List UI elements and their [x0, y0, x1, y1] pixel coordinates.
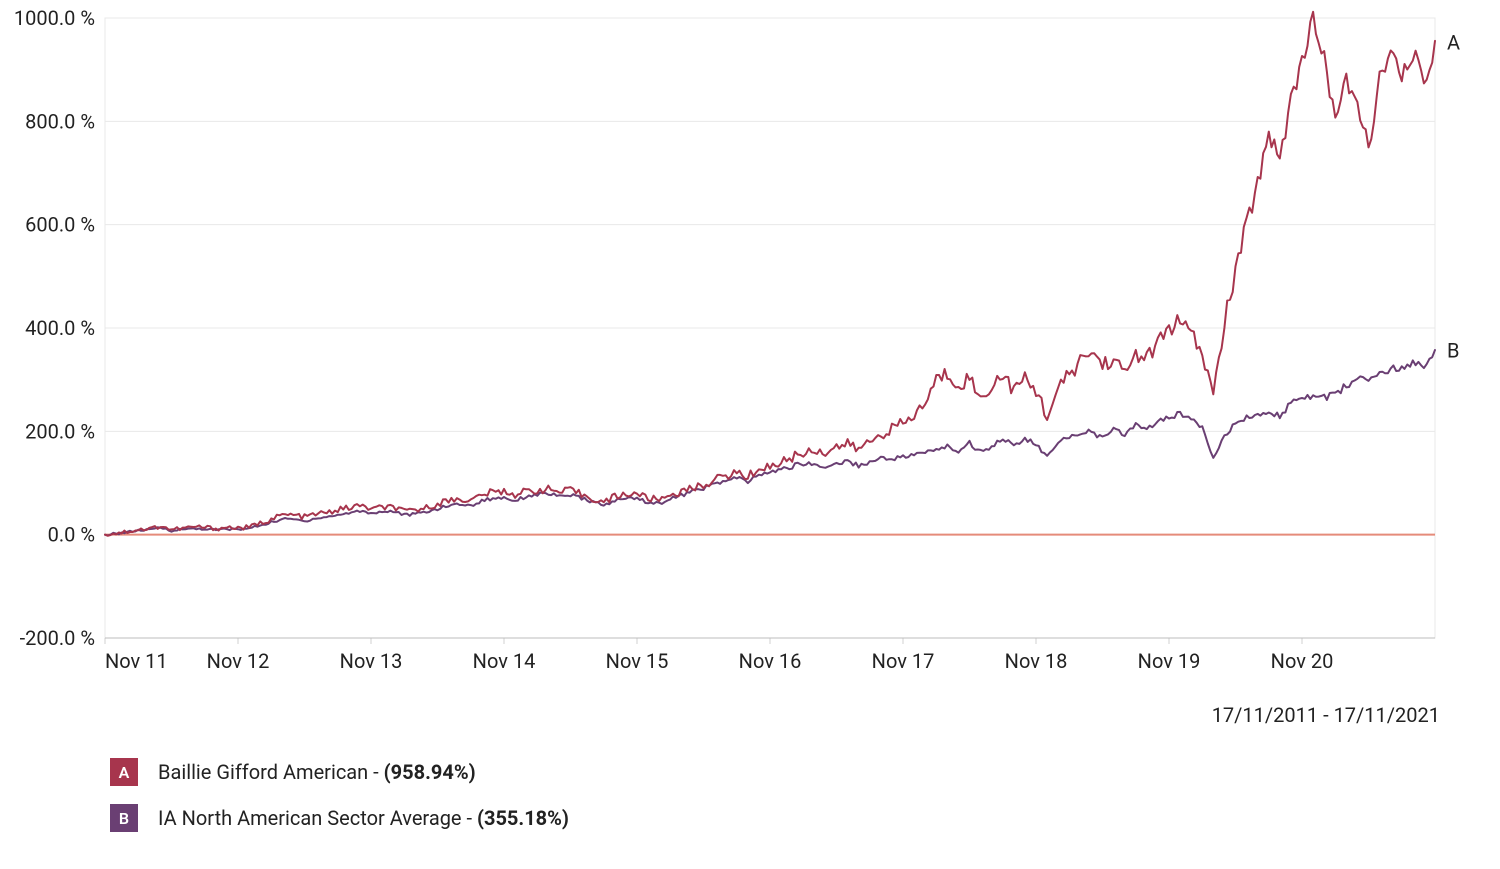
series-end-label-a: A — [1447, 30, 1460, 54]
date-range-label: 17/11/2011 - 17/11/2021 — [1212, 703, 1440, 727]
x-tick-label: Nov 14 — [473, 649, 536, 673]
x-tick-label: Nov 13 — [340, 649, 403, 673]
x-tick-label: Nov 12 — [207, 649, 270, 673]
y-tick-label: 800.0 % — [25, 109, 95, 133]
legend: A Baillie Gifford American - (958.94%) B… — [110, 758, 569, 850]
x-tick-label: Nov 18 — [1005, 649, 1068, 673]
y-tick-label: 600.0 % — [25, 213, 95, 237]
legend-pct-b: (355.18%) — [477, 806, 569, 830]
series-end-label-b: B — [1447, 338, 1459, 362]
legend-text-a: Baillie Gifford American - (958.94%) — [158, 760, 476, 784]
y-tick-label: 0.0 % — [48, 523, 95, 547]
x-tick-label: Nov 19 — [1138, 649, 1201, 673]
y-tick-label: -200.0 % — [20, 626, 95, 650]
legend-swatch-b: B — [110, 804, 138, 832]
performance-chart: -200.0 % 0.0 % 200.0 % 400.0 % 600.0 % 800.0 … — [0, 0, 1500, 869]
y-tick-label: 400.0 % — [25, 316, 95, 340]
x-tick-label: Nov 16 — [739, 649, 802, 673]
legend-item-b: B IA North American Sector Average - (35… — [110, 804, 569, 832]
x-tick-label: Nov 11 — [105, 649, 168, 673]
legend-text-b: IA North American Sector Average - (355.… — [158, 806, 569, 830]
y-tick-label: 200.0 % — [25, 419, 95, 443]
legend-label-a: Baillie Gifford American - — [158, 760, 384, 784]
legend-item-a: A Baillie Gifford American - (958.94%) — [110, 758, 569, 786]
x-tick-label: Nov 15 — [606, 649, 669, 673]
x-tick-label: Nov 20 — [1271, 649, 1334, 673]
y-tick-label: 1000.0 % — [14, 6, 95, 30]
legend-swatch-a: A — [110, 758, 138, 786]
chart-svg: -200.0 % 0.0 % 200.0 % 400.0 % 600.0 % 800.0 … — [0, 0, 1500, 869]
legend-pct-a: (958.94%) — [384, 760, 476, 784]
x-tick-label: Nov 17 — [872, 649, 935, 673]
legend-label-b: IA North American Sector Average - — [158, 806, 477, 830]
